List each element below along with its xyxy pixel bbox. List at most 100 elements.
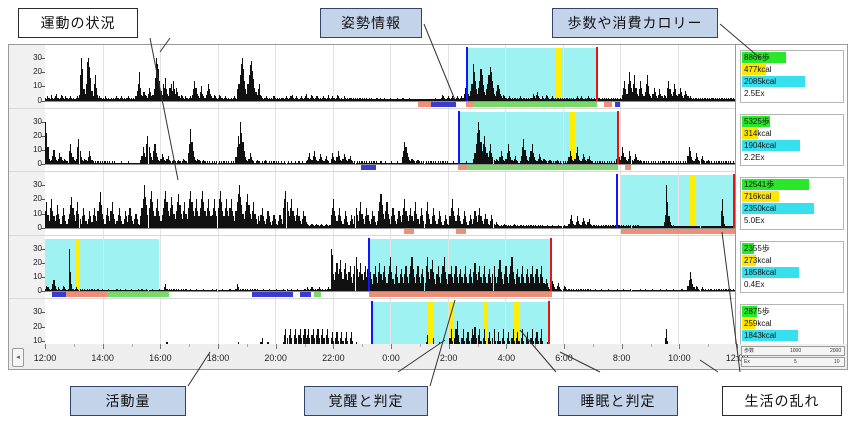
activity-bar bbox=[183, 158, 185, 165]
activity-bar bbox=[472, 223, 474, 228]
chart-row-3[interactable]: 0 10 20 30 bbox=[9, 172, 847, 236]
activity-bar bbox=[588, 219, 590, 228]
daily-summary-4[interactable]: 2355歩 273kcal 1858kcal 0.4Ex bbox=[740, 240, 844, 294]
daily-summary-3[interactable]: 12541歩 716kcal 2350kcal 5.0Ex bbox=[740, 177, 844, 230]
activity-bar bbox=[121, 97, 124, 101]
activity-bar bbox=[506, 152, 508, 165]
activity-bar bbox=[209, 289, 211, 292]
activity-bar bbox=[601, 97, 603, 101]
activity-bar bbox=[725, 226, 727, 228]
row-graph-2[interactable] bbox=[45, 108, 735, 173]
activity-bar bbox=[384, 265, 386, 292]
activity-bar bbox=[50, 199, 53, 228]
activity-bar bbox=[535, 274, 537, 292]
callout-label: 生活の乱れ bbox=[744, 393, 820, 409]
activity-bar bbox=[485, 94, 487, 101]
activity-bar bbox=[525, 97, 527, 101]
activity-bar bbox=[674, 162, 676, 165]
activity-bar bbox=[102, 97, 104, 101]
activity-bar bbox=[247, 288, 249, 292]
activity-bar bbox=[623, 152, 625, 165]
stat-value: 5325歩 bbox=[744, 116, 770, 126]
row-graph-1[interactable] bbox=[45, 45, 735, 109]
activity-bar bbox=[673, 161, 675, 165]
activity-bar bbox=[138, 162, 141, 165]
activity-bar bbox=[482, 223, 484, 228]
activity-bar bbox=[495, 222, 498, 228]
activity-bar bbox=[715, 161, 718, 165]
daily-summary-panel[interactable]: 8866歩 477kcal 2085kcal 2.5Ex 5325歩 314kcal 190… bbox=[735, 45, 847, 361]
activity-bar bbox=[457, 207, 459, 228]
activity-bar bbox=[479, 329, 481, 355]
activity-bar bbox=[513, 99, 515, 101]
activity-bar bbox=[50, 159, 53, 165]
chart-row-2[interactable]: 0 10 20 30 bbox=[9, 108, 847, 173]
activity-bar bbox=[552, 226, 555, 228]
time-axis[interactable]: ◂ 12:00 14:00 16:00 18:00 20:00 22:00 0:00 2:00… bbox=[8, 344, 848, 370]
posture-segment bbox=[314, 292, 321, 298]
activity-bar bbox=[717, 162, 719, 165]
activity-bar bbox=[463, 93, 465, 101]
row-graph-3[interactable] bbox=[45, 172, 735, 236]
plot-area[interactable]: 01020300102030010203001020300102030 bbox=[9, 45, 847, 363]
activity-bar bbox=[478, 215, 480, 228]
axis-scroll-handle[interactable]: ◂ bbox=[12, 348, 24, 367]
daily-summary-2[interactable]: 5325歩 314kcal 1904kcal 2.2Ex bbox=[740, 113, 844, 167]
activity-bar bbox=[159, 216, 161, 228]
activity-bar bbox=[254, 288, 256, 292]
activity-bar bbox=[307, 157, 310, 165]
daily-summary-1[interactable]: 8866歩 477kcal 2085kcal 2.5Ex bbox=[740, 50, 844, 103]
activity-bar bbox=[300, 96, 302, 101]
row-graph-4[interactable] bbox=[45, 235, 735, 300]
activity-bar bbox=[224, 289, 226, 292]
activity-bar bbox=[583, 289, 586, 292]
activity-bar bbox=[448, 162, 450, 165]
activity-bar bbox=[487, 274, 489, 292]
activity-bar bbox=[441, 274, 443, 292]
activity-bar bbox=[146, 288, 148, 292]
activity-bar bbox=[325, 99, 327, 101]
activity-bar bbox=[228, 216, 230, 228]
x-minor-tick bbox=[304, 344, 306, 347]
chart-row-4[interactable]: 0 10 20 30 bbox=[9, 235, 847, 300]
chart-row-1[interactable]: 0 10 20 30 bbox=[9, 45, 847, 109]
activity-bar bbox=[97, 94, 99, 101]
activity-bar bbox=[459, 216, 461, 228]
activity-bar bbox=[573, 288, 575, 292]
activity-bar bbox=[486, 219, 488, 228]
activity-bar bbox=[523, 277, 525, 292]
activity-bar bbox=[341, 97, 343, 101]
activity-bar bbox=[474, 152, 476, 165]
activity-bar bbox=[321, 157, 323, 165]
activity-bar bbox=[551, 162, 553, 165]
stat-value: 259kcal bbox=[744, 319, 772, 329]
activity-bar bbox=[480, 216, 482, 228]
activity-chart[interactable]: 01020300102030010203001020300102030 8866… bbox=[8, 44, 848, 363]
activity-bar bbox=[91, 288, 93, 292]
activity-bar bbox=[60, 94, 62, 101]
activity-bar bbox=[252, 159, 254, 165]
row-y-axis-2: 0 10 20 30 bbox=[9, 109, 45, 173]
posture-segment bbox=[621, 228, 735, 234]
activity-bar bbox=[711, 97, 713, 101]
activity-bar bbox=[517, 161, 519, 165]
activity-bar bbox=[530, 97, 532, 101]
activity-bar bbox=[654, 289, 656, 292]
activity-bar bbox=[353, 274, 355, 292]
activity-bar bbox=[608, 226, 611, 228]
activity-bar bbox=[138, 289, 141, 292]
activity-bar bbox=[332, 274, 335, 292]
activity-bar bbox=[108, 162, 110, 165]
activity-bar bbox=[561, 162, 563, 165]
activity-bar bbox=[612, 162, 614, 165]
activity-bar bbox=[500, 96, 502, 101]
activity-bar bbox=[655, 161, 657, 165]
activity-bar bbox=[198, 289, 200, 292]
activity-bar bbox=[489, 144, 492, 165]
activity-bar bbox=[245, 89, 247, 101]
activity-bar bbox=[274, 97, 276, 101]
activity-bar bbox=[54, 220, 56, 228]
awake-marker bbox=[556, 48, 562, 101]
activity-bar bbox=[72, 207, 74, 228]
activity-bar bbox=[313, 97, 315, 101]
